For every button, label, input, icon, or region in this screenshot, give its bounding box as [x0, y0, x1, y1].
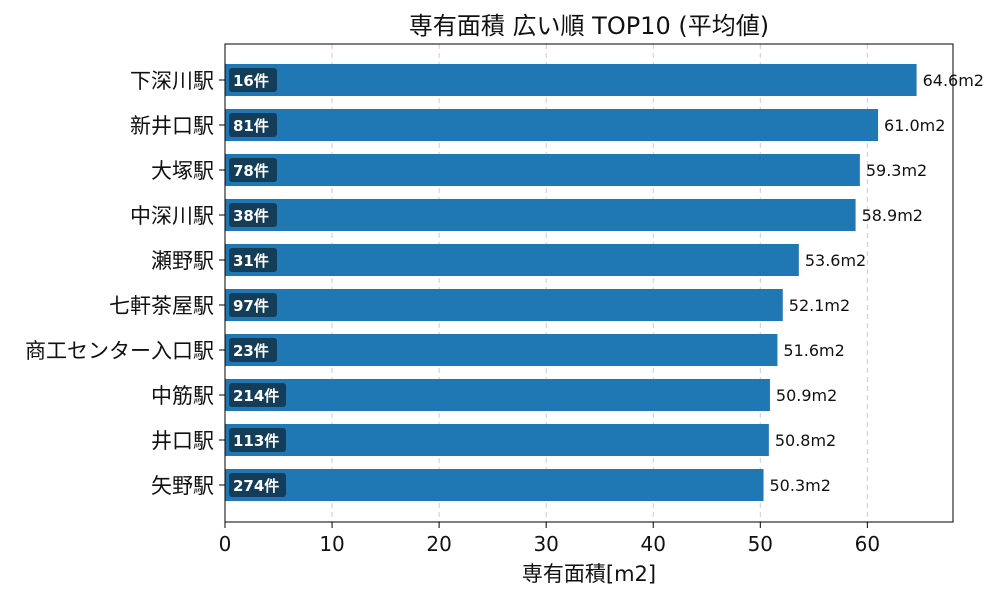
- count-badge: [229, 248, 277, 272]
- bar: [225, 109, 879, 141]
- category-labels: 下深川駅新井口駅大塚駅中深川駅瀬野駅七軒茶屋駅商工センター入口駅中筋駅井口駅矢野…: [25, 69, 225, 498]
- x-axis-label: 専有面積[m2]: [522, 562, 656, 586]
- x-tick-label: 10: [319, 532, 344, 556]
- count-label: 23件: [233, 342, 269, 360]
- value-label: 61.0m2: [884, 116, 945, 135]
- value-label: 59.3m2: [866, 161, 927, 180]
- count-badge: [229, 293, 277, 317]
- category-label: 矢野駅: [151, 474, 214, 498]
- count-badge: [229, 383, 286, 407]
- x-tick-label: 30: [533, 532, 558, 556]
- category-label: 七軒茶屋駅: [109, 294, 214, 318]
- value-label: 52.1m2: [789, 296, 850, 315]
- category-label: 下深川駅: [130, 69, 214, 93]
- bar: [225, 199, 856, 231]
- x-tick-label: 50: [748, 532, 773, 556]
- bar: [225, 469, 764, 501]
- value-label: 50.3m2: [770, 476, 831, 495]
- bar: [225, 334, 778, 366]
- count-label: 81件: [233, 117, 269, 135]
- bar: [225, 424, 769, 456]
- category-label: 瀬野駅: [151, 249, 214, 273]
- chart-title: 専有面積 広い順 TOP10 (平均値): [409, 12, 769, 40]
- bar: [225, 379, 770, 411]
- count-label: 113件: [233, 432, 279, 450]
- x-tick-label: 60: [855, 532, 880, 556]
- category-label: 中深川駅: [130, 204, 214, 228]
- count-label: 97件: [233, 297, 269, 315]
- bars: 64.6m216件61.0m281件59.3m278件58.9m238件53.6…: [225, 64, 984, 501]
- count-label: 38件: [233, 207, 269, 225]
- x-tick-label: 40: [641, 532, 666, 556]
- plot-frame: [224, 43, 954, 523]
- x-axis-ticks: 0 10 20 30 40 50 60: [219, 522, 880, 556]
- category-label: 新井口駅: [130, 114, 214, 138]
- count-badge: [229, 68, 277, 92]
- category-label: 中筋駅: [151, 384, 214, 408]
- bar: [225, 244, 799, 276]
- bar: [225, 289, 783, 321]
- value-label: 53.6m2: [805, 251, 866, 270]
- x-tick-label: 20: [426, 532, 451, 556]
- count-badge: [229, 203, 277, 227]
- count-badge: [229, 428, 286, 452]
- count-label: 16件: [233, 72, 269, 90]
- count-label: 214件: [233, 387, 279, 405]
- count-label: 31件: [233, 252, 269, 270]
- count-label: 78件: [233, 162, 269, 180]
- bar: [225, 154, 860, 186]
- value-label: 58.9m2: [862, 206, 923, 225]
- value-label: 50.9m2: [776, 386, 837, 405]
- x-tick-label: 0: [219, 532, 232, 556]
- count-label: 274件: [233, 477, 279, 495]
- value-label: 51.6m2: [783, 341, 844, 360]
- category-label: 井口駅: [151, 429, 214, 453]
- count-badge: [229, 158, 277, 182]
- category-label: 大塚駅: [151, 159, 214, 183]
- count-badge: [229, 113, 277, 137]
- bar: [225, 64, 917, 96]
- category-label: 商工センター入口駅: [25, 339, 214, 363]
- value-label: 50.8m2: [775, 431, 836, 450]
- count-badge: [229, 473, 286, 497]
- count-badge: [229, 338, 277, 362]
